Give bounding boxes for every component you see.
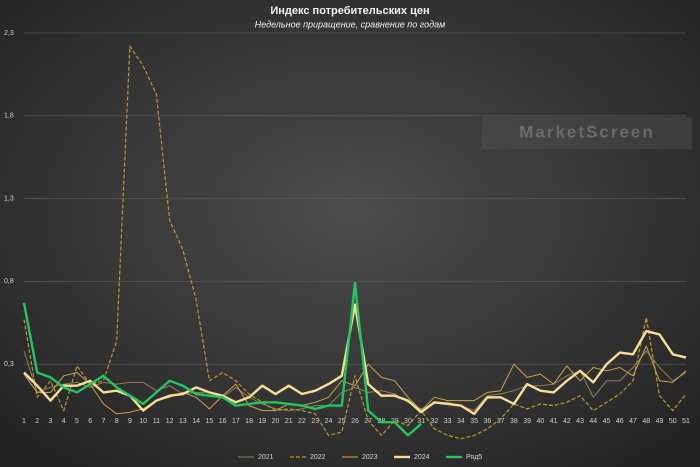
x-tick-label: 17 — [232, 418, 240, 425]
x-tick-label: 9 — [128, 418, 132, 425]
x-tick-label: 16 — [219, 418, 227, 425]
x-tick-label: 12 — [166, 418, 174, 425]
x-tick-label: 45 — [603, 418, 611, 425]
x-tick-label: 47 — [629, 418, 637, 425]
x-tick-label: 6 — [88, 418, 92, 425]
x-tick-label: 22 — [298, 418, 306, 425]
y-tick-label: 2,3 — [4, 30, 14, 37]
x-tick-label: 11 — [153, 418, 160, 425]
x-tick-label: 36 — [484, 418, 492, 425]
x-tick-label: 25 — [338, 418, 346, 425]
x-tick-label: 40 — [536, 418, 544, 425]
y-tick-label: 0,8 — [4, 278, 14, 285]
x-tick-label: 33 — [444, 418, 452, 425]
x-tick-label: 51 — [682, 418, 690, 425]
x-tick-label: 14 — [192, 418, 200, 425]
x-tick-label: 48 — [642, 418, 650, 425]
x-tick-label: 18 — [245, 418, 253, 425]
x-tick-label: 26 — [351, 418, 359, 425]
x-tick-label: 34 — [457, 418, 465, 425]
x-tick-label: 32 — [431, 418, 439, 425]
x-tick-label: 44 — [589, 418, 597, 425]
x-tick-label: 21 — [285, 418, 293, 425]
series-line — [23, 350, 687, 412]
series-line — [23, 303, 687, 416]
y-tick-label: 0,3 — [4, 361, 14, 368]
x-tick-label: 13 — [179, 418, 187, 425]
legend-label: 2024 — [414, 454, 430, 461]
x-tick-label: 39 — [523, 418, 531, 425]
x-tick-label: 2 — [35, 418, 39, 425]
x-tick-label: 49 — [656, 418, 664, 425]
y-tick-label: 1,8 — [4, 113, 14, 120]
x-tick-label: 4 — [62, 418, 66, 425]
x-tick-label: 43 — [576, 418, 584, 425]
x-tick-label: 20 — [272, 418, 280, 425]
x-tick-label: 37 — [497, 418, 505, 425]
y-tick-label: 1,3 — [4, 195, 14, 202]
x-tick-label: 30 — [404, 418, 412, 425]
x-tick-label: 8 — [115, 418, 119, 425]
series-line — [23, 345, 687, 415]
x-tick-label: 3 — [49, 418, 53, 425]
x-tick-label: 15 — [205, 418, 213, 425]
x-tick-label: 35 — [470, 418, 478, 425]
watermark: MarketScreen — [519, 122, 655, 141]
x-tick-label: 50 — [669, 418, 677, 425]
legend-label: 2021 — [258, 454, 274, 461]
x-tick-label: 41 — [550, 418, 558, 425]
x-tick-label: 10 — [139, 418, 147, 425]
x-tick-label: 46 — [616, 418, 624, 425]
watermark-box — [482, 117, 692, 149]
x-tick-label: 5 — [75, 418, 79, 425]
chart-title: Индекс потребительских цен — [270, 5, 429, 17]
x-tick-label: 1 — [22, 418, 26, 425]
x-tick-label: 38 — [510, 418, 518, 425]
legend-label: 2022 — [310, 454, 326, 461]
series-line — [22, 281, 422, 437]
x-tick-label: 24 — [325, 418, 333, 425]
legend-label: Ряд5 — [466, 454, 482, 461]
chart-subtitle: Недельное приращение, сравнение по годам — [255, 19, 446, 29]
legend-label: 2023 — [362, 454, 378, 461]
x-tick-label: 7 — [101, 418, 105, 425]
x-tick-label: 31 — [417, 418, 425, 425]
x-tick-label: 19 — [258, 418, 266, 425]
series-line — [23, 45, 687, 440]
x-tick-label: 42 — [563, 418, 571, 425]
x-tick-label: 23 — [311, 418, 319, 425]
